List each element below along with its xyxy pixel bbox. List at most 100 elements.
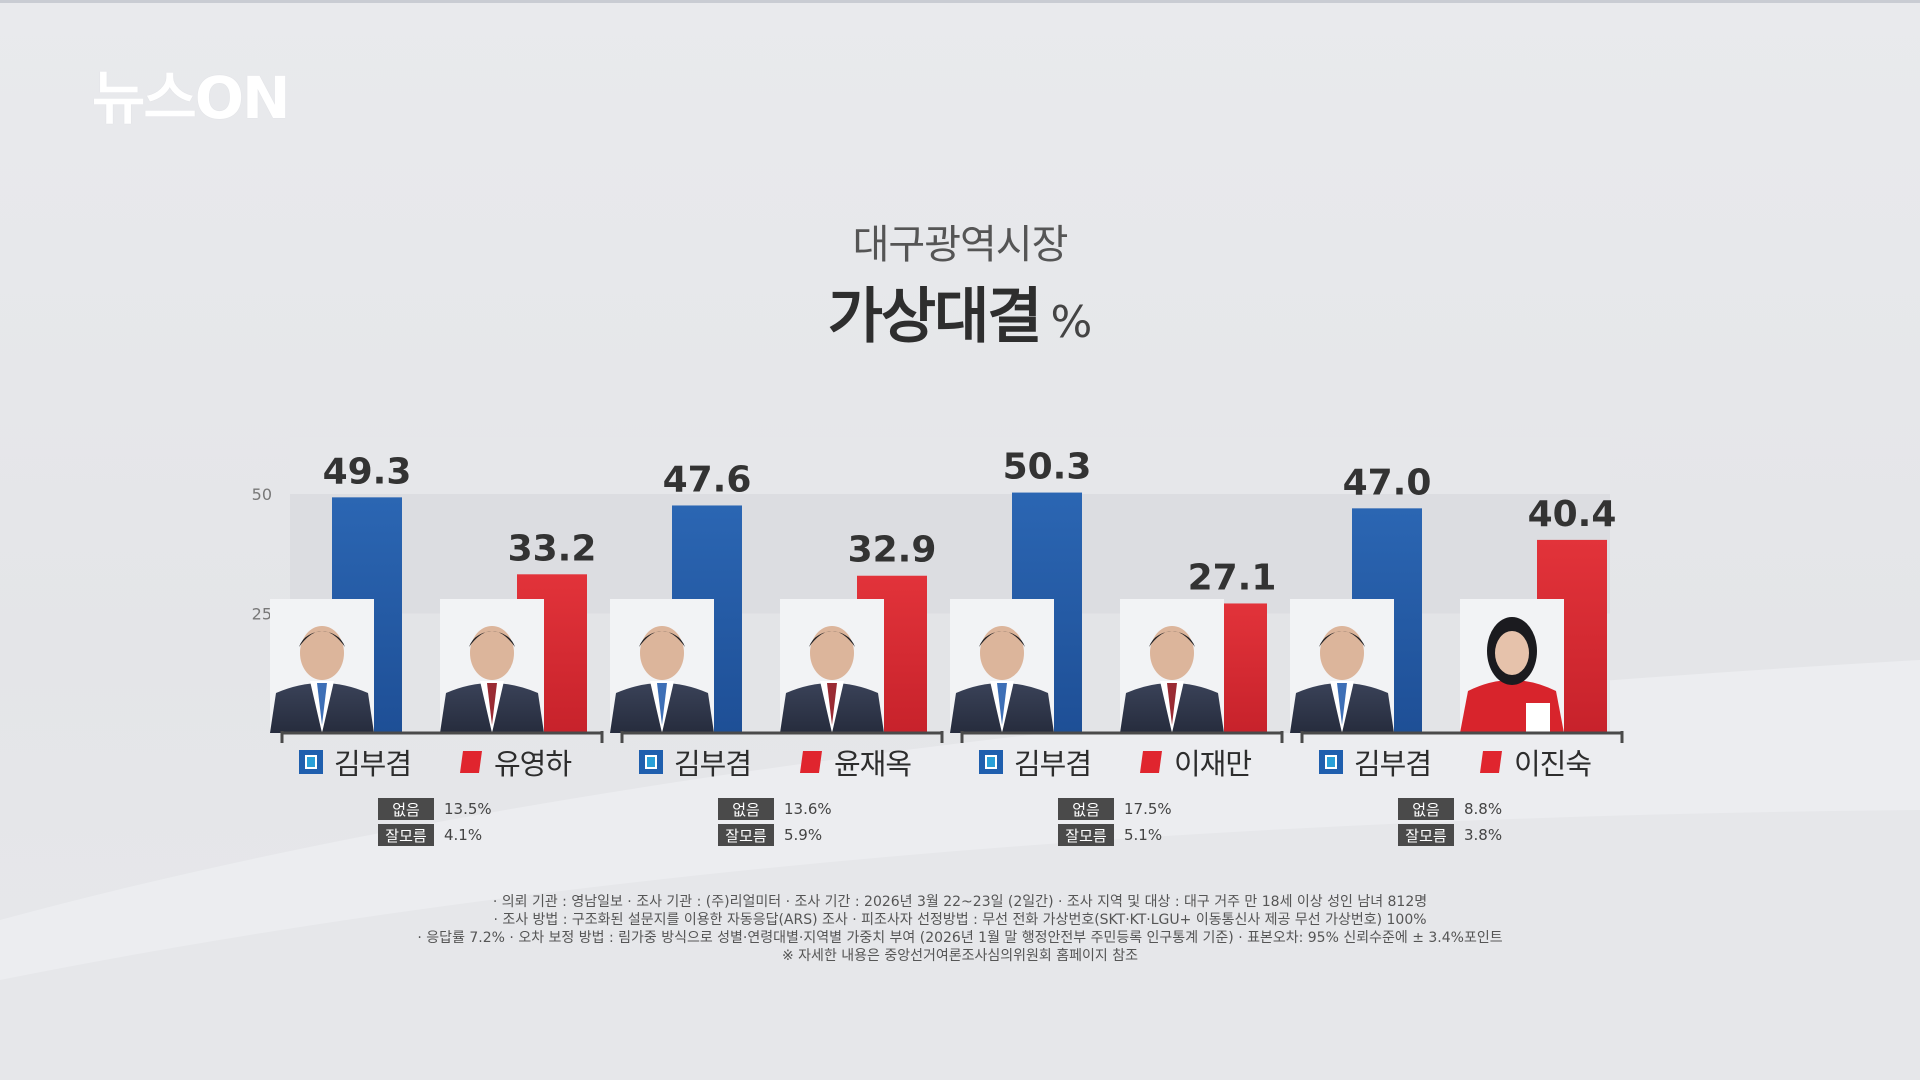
value-label: 50.3 xyxy=(1003,447,1092,488)
none-stat-row: 없음 17.5% xyxy=(1058,798,1172,820)
y-tick-label: 50 xyxy=(252,485,272,504)
hair xyxy=(1149,631,1195,647)
value-label: 47.6 xyxy=(663,459,752,500)
none-stat-row: 없음 8.8% xyxy=(1398,798,1502,820)
badge xyxy=(1526,703,1550,733)
democratic-party-icon xyxy=(299,750,323,774)
face xyxy=(980,626,1024,680)
stat-value: 13.5% xyxy=(444,800,492,818)
candidate-name: 윤재옥 xyxy=(834,747,912,781)
icon-core xyxy=(987,757,995,767)
candidate-name-label: 김부겸 xyxy=(298,740,458,784)
candidate-name: 이재만 xyxy=(1174,747,1252,781)
stat-value: 5.9% xyxy=(784,826,823,844)
candidate-photo xyxy=(1120,599,1224,733)
candidate-photo xyxy=(1290,599,1394,733)
candidate-name-label: 김부겸 xyxy=(978,740,1138,784)
none-stat-row: 없음 13.5% xyxy=(378,798,492,820)
hair xyxy=(469,631,515,647)
candidate-photo xyxy=(780,599,884,733)
tie xyxy=(487,683,497,725)
icon-shape xyxy=(800,751,822,773)
candidate-photo xyxy=(610,599,714,733)
face xyxy=(300,626,344,680)
grid-band xyxy=(290,436,1610,494)
candidate-photo xyxy=(1460,599,1564,733)
chart-title-wrap: 가상대결% xyxy=(0,268,1920,355)
note-line: · 응답률 7.2% · 오차 보정 방법 : 림가중 방식으로 성별·연령대별… xyxy=(417,930,1503,946)
candidate-name-label: 이진숙 xyxy=(1478,740,1638,784)
note-line: · 의뢰 기관 : 영남일보 · 조사 기관 : (주)리얼미터 · 조사 기간… xyxy=(492,894,1428,910)
democratic-party-icon xyxy=(1319,750,1343,774)
candidate-photo xyxy=(440,599,544,733)
icon-core xyxy=(1327,757,1335,767)
ppp-party-icon xyxy=(1140,751,1162,773)
channel-logo: 뉴스ON xyxy=(92,64,291,132)
candidate-name: 김부겸 xyxy=(334,747,412,781)
icon-core xyxy=(647,757,655,767)
y-tick-label: 25 xyxy=(252,605,272,624)
dontknow-stat-row: 잘모름 3.8% xyxy=(1398,824,1502,846)
stat-tag: 잘모름 xyxy=(378,824,434,846)
dontknow-stat-row: 잘모름 5.9% xyxy=(718,824,822,846)
candidate-photo xyxy=(270,599,374,733)
stat-value: 5.1% xyxy=(1124,826,1163,844)
candidate-name-label: 이재만 xyxy=(1138,740,1298,784)
tie xyxy=(1167,683,1177,725)
tie xyxy=(827,683,837,725)
stat-tag: 없음 xyxy=(1058,798,1114,820)
tie xyxy=(317,683,327,725)
candidate-name: 김부겸 xyxy=(1014,747,1092,781)
candidate-name-label: 김부겸 xyxy=(638,740,798,784)
value-label: 27.1 xyxy=(1188,557,1277,598)
candidate-name: 김부겸 xyxy=(674,747,752,781)
stat-tag: 잘모름 xyxy=(1058,824,1114,846)
stat-tag: 잘모름 xyxy=(718,824,774,846)
hair xyxy=(299,631,345,647)
chart-unit: % xyxy=(1050,297,1093,348)
note-line: ※ 자세한 내용은 중앙선거여론조사심의위원회 홈페이지 참조 xyxy=(782,948,1138,964)
hair xyxy=(809,631,855,647)
candidate-name-label: 윤재옥 xyxy=(798,740,958,784)
dontknow-stat-row: 잘모름 5.1% xyxy=(1058,824,1162,846)
ppp-party-icon xyxy=(1480,751,1502,773)
candidate-name: 이진숙 xyxy=(1514,747,1592,781)
face xyxy=(1150,626,1194,680)
value-label: 40.4 xyxy=(1528,494,1617,535)
face xyxy=(1320,626,1364,680)
face xyxy=(470,626,514,680)
icon-core xyxy=(307,757,315,767)
stat-value: 4.1% xyxy=(444,826,483,844)
candidate-photo xyxy=(950,599,1054,733)
value-label: 33.2 xyxy=(508,528,597,569)
candidate-name-label: 김부겸 xyxy=(1318,740,1478,784)
value-label: 47.0 xyxy=(1343,462,1432,503)
survey-notes: · 의뢰 기관 : 영남일보 · 조사 기관 : (주)리얼미터 · 조사 기간… xyxy=(0,893,1920,965)
democratic-party-icon xyxy=(639,750,663,774)
value-label: 49.3 xyxy=(323,451,412,492)
candidate-name: 유영하 xyxy=(494,747,572,781)
value-label: 32.9 xyxy=(848,530,937,571)
stat-value: 17.5% xyxy=(1124,800,1172,818)
hair xyxy=(1319,631,1365,647)
icon-shape xyxy=(460,751,482,773)
tie xyxy=(1337,683,1347,725)
candidate-name: 김부겸 xyxy=(1354,747,1432,781)
face xyxy=(640,626,684,680)
stat-tag: 없음 xyxy=(378,798,434,820)
tie xyxy=(997,683,1007,725)
face xyxy=(810,626,854,680)
stat-tag: 잘모름 xyxy=(1398,824,1454,846)
democratic-party-icon xyxy=(979,750,1003,774)
dontknow-stat-row: 잘모름 4.1% xyxy=(378,824,482,846)
candidate-name-label: 유영하 xyxy=(458,740,618,784)
icon-shape xyxy=(1140,751,1162,773)
top-border xyxy=(0,0,1920,3)
tie xyxy=(657,683,667,725)
chart-title: 가상대결 xyxy=(827,282,1043,352)
note-line: · 조사 방법 : 구조화된 설문지를 이용한 자동응답(ARS) 조사 · 피… xyxy=(493,912,1427,928)
icon-shape xyxy=(1480,751,1502,773)
hair xyxy=(979,631,1025,647)
hair xyxy=(639,631,685,647)
